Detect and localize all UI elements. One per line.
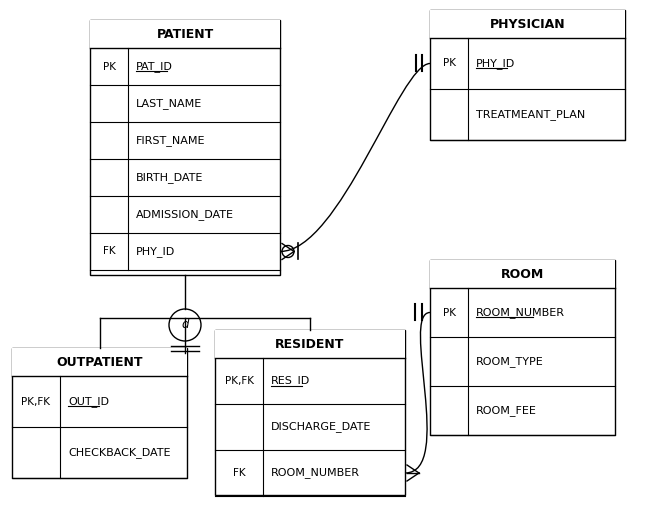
- Text: RESIDENT: RESIDENT: [275, 337, 344, 351]
- Text: PK: PK: [102, 61, 115, 72]
- Text: ROOM: ROOM: [501, 267, 544, 281]
- Text: ROOM_FEE: ROOM_FEE: [476, 405, 537, 416]
- Text: LAST_NAME: LAST_NAME: [136, 98, 202, 109]
- Text: FK: FK: [103, 246, 115, 257]
- Text: ROOM_NUMBER: ROOM_NUMBER: [476, 307, 565, 318]
- Bar: [215, 330, 405, 495]
- Text: PK: PK: [443, 58, 456, 68]
- Text: ROOM_TYPE: ROOM_TYPE: [476, 356, 544, 367]
- Text: RES_ID: RES_ID: [271, 376, 311, 386]
- Text: PHY_ID: PHY_ID: [476, 58, 515, 69]
- Text: PK,FK: PK,FK: [21, 397, 51, 406]
- Text: CHECKBACK_DATE: CHECKBACK_DATE: [68, 447, 171, 458]
- Text: FK: FK: [232, 468, 245, 478]
- Text: TREATMEANT_PLAN: TREATMEANT_PLAN: [476, 109, 585, 120]
- Text: PHY_ID: PHY_ID: [136, 246, 175, 257]
- Text: ROOM_NUMBER: ROOM_NUMBER: [271, 468, 360, 478]
- Bar: [430, 10, 625, 38]
- Bar: [430, 260, 615, 288]
- Bar: [90, 20, 280, 48]
- Text: PATIENT: PATIENT: [156, 28, 214, 40]
- Bar: [12, 348, 187, 376]
- Text: PK: PK: [443, 308, 456, 317]
- Text: OUTPATIENT: OUTPATIENT: [56, 356, 143, 368]
- Text: PK,FK: PK,FK: [225, 376, 253, 386]
- Bar: [430, 260, 615, 435]
- Bar: [90, 20, 280, 275]
- Text: DISCHARGE_DATE: DISCHARGE_DATE: [271, 422, 371, 432]
- Bar: [430, 10, 625, 140]
- Text: d: d: [181, 318, 189, 332]
- Bar: [12, 348, 187, 478]
- Text: FIRST_NAME: FIRST_NAME: [136, 135, 206, 146]
- Bar: [215, 330, 405, 358]
- Text: PAT_ID: PAT_ID: [136, 61, 173, 72]
- Text: OUT_ID: OUT_ID: [68, 396, 109, 407]
- Text: PHYSICIAN: PHYSICIAN: [490, 17, 565, 31]
- Text: BIRTH_DATE: BIRTH_DATE: [136, 172, 203, 183]
- Text: ADMISSION_DATE: ADMISSION_DATE: [136, 209, 234, 220]
